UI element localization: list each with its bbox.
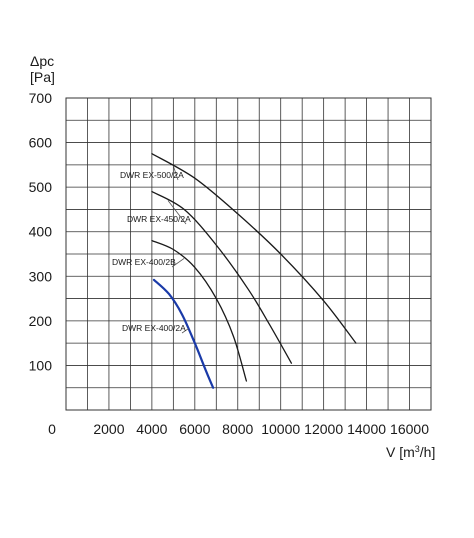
x-tick-label: 10000 [261, 421, 300, 437]
y-axis-unit: [Pa] [30, 69, 55, 85]
series-label-leader [172, 165, 179, 181]
x-tick-label: 4000 [136, 421, 167, 437]
y-tick-labels: 100 200 300 400 500 600 700 [29, 90, 53, 373]
y-tick-label: 600 [29, 135, 53, 151]
y-tick-label: 500 [29, 179, 53, 195]
series-label: DWR EX-400/2A [122, 323, 186, 333]
series-label: DWR EX-400/2B [112, 257, 176, 267]
series-label: DWR EX-500/2A [120, 170, 184, 180]
x-axis-label-main: V [m [386, 444, 415, 460]
series-line-dwr-ex-450-2a [151, 190, 293, 364]
series-line-dwr-ex-400-2a [152, 278, 215, 389]
x-tick-labels: 0 2000 4000 6000 8000 10000 12000 14000 16000 [48, 421, 429, 437]
series-label-leader [167, 200, 187, 225]
series-line-dwr-ex-500-2a [151, 153, 357, 344]
x-tick-label: 12000 [304, 421, 343, 437]
y-tick-label: 700 [29, 90, 53, 106]
x-tick-label: 14000 [347, 421, 386, 437]
x-tick-label: 6000 [179, 421, 210, 437]
x-tick-label: 2000 [93, 421, 124, 437]
series-label-leader [181, 328, 189, 334]
y-tick-label: 400 [29, 224, 53, 240]
x-axis-label-sup: 3 [415, 444, 420, 454]
series-labels: DWR EX-500/2A DWR EX-450/2A DWR EX-400/2B D… [112, 165, 191, 334]
x-axis-label: V [m3/h] [386, 444, 435, 460]
y-tick-label: 300 [29, 268, 53, 284]
series-line-dwr-ex-400-2b [151, 239, 248, 382]
x-tick-label: 16000 [390, 421, 429, 437]
x-tick-label: 8000 [222, 421, 253, 437]
series-lines [151, 153, 357, 389]
x-tick-label: 0 [48, 421, 56, 437]
series-label-leader [171, 258, 185, 268]
grid [65, 97, 432, 411]
y-axis-symbol: Δpc [30, 53, 54, 69]
y-tick-label: 100 [29, 357, 53, 373]
series-label: DWR EX-450/2A [127, 214, 191, 224]
y-tick-label: 200 [29, 313, 53, 329]
x-axis-label-end: /h] [420, 444, 436, 460]
